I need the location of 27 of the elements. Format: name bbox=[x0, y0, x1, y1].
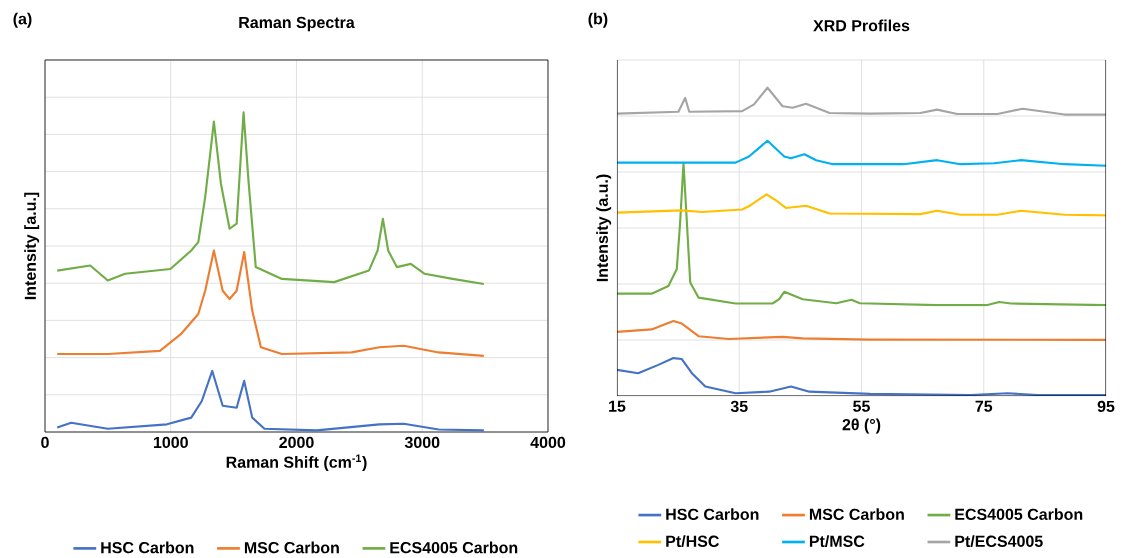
chart-title: XRD Profiles bbox=[813, 19, 910, 32]
x-tick-label: 95 bbox=[1097, 400, 1115, 413]
x-tick-label: 15 bbox=[609, 400, 626, 412]
legend-label: Pt/HSC bbox=[666, 535, 719, 548]
legend-label: HSC Carbon bbox=[101, 541, 194, 554]
text: (a) bbox=[13, 12, 32, 28]
legend-label: Pt/MSC bbox=[809, 535, 865, 548]
legend-label: ECS4005 Carbon bbox=[955, 508, 1083, 521]
x-tick-label: 4000 bbox=[530, 436, 566, 449]
x-tick-label: 75 bbox=[975, 400, 993, 412]
x-tick-label: 0 bbox=[41, 436, 49, 449]
chart-title: Raman Spectra bbox=[239, 16, 355, 32]
legend-label: MSC Carbon bbox=[809, 508, 904, 521]
x-tick-label: 2000 bbox=[279, 436, 314, 449]
legend-label: MSC Carbon bbox=[244, 541, 339, 554]
legend-label: ECS4005 Carbon bbox=[390, 541, 518, 554]
legend-label: Pt/ECS4005 bbox=[955, 535, 1043, 548]
y-axis-title: Intensity (a.u.) bbox=[596, 174, 612, 282]
x-axis-title: Raman Shift (cm$^{-1}$) bbox=[226, 454, 367, 472]
x-axis-title: 2θ (°) bbox=[842, 418, 881, 434]
legend-label: HSC Carbon bbox=[666, 508, 759, 521]
x-tick-label: 3000 bbox=[404, 436, 440, 449]
x-tick-label: 1000 bbox=[153, 436, 188, 449]
x-tick-label: 55 bbox=[853, 400, 870, 412]
y-axis-title: Intensity [a.u.] bbox=[24, 192, 40, 300]
x-tick-label: 35 bbox=[730, 400, 748, 413]
text: (b) bbox=[588, 12, 608, 28]
